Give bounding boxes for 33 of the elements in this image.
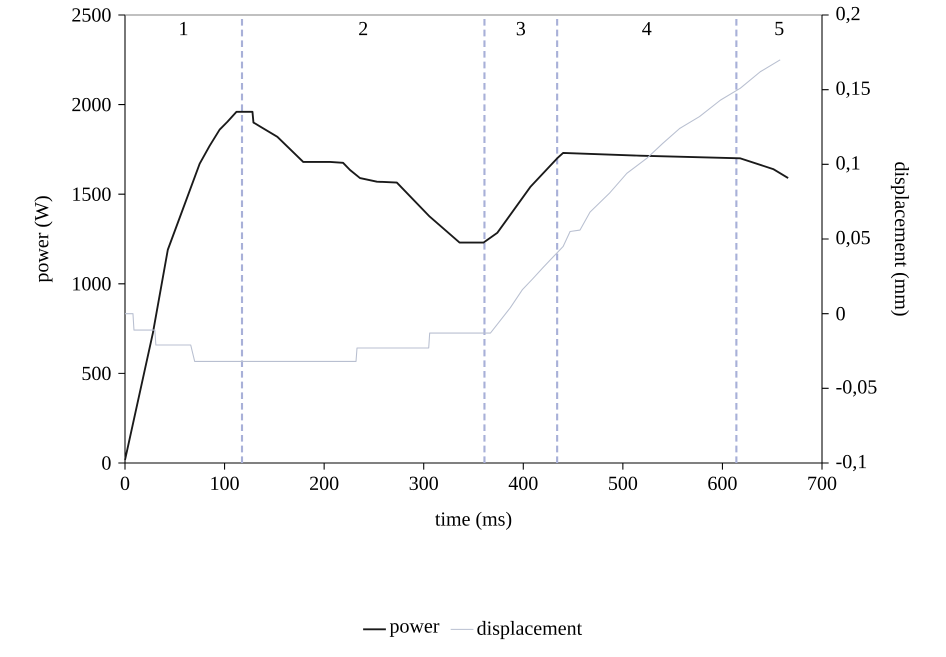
y2-tick-label: 0,05 bbox=[836, 230, 870, 248]
x-tick-label: 500 bbox=[609, 476, 638, 490]
x-tick-label: 400 bbox=[508, 476, 538, 490]
y2-tick-label: 0,1 bbox=[836, 156, 860, 173]
y-tick-label: 1000 bbox=[73, 277, 111, 291]
y2-tick-label: 0 bbox=[836, 306, 845, 320]
x-tick-label: 0 bbox=[120, 476, 130, 490]
x-tick-label: 600 bbox=[708, 476, 737, 490]
y-tick-label: 0 bbox=[102, 456, 111, 470]
annotation: 2 bbox=[359, 22, 368, 36]
legend-label: power bbox=[390, 623, 440, 637]
y-tick-label: 1500 bbox=[73, 187, 111, 201]
y2-tick-label: -0,1 bbox=[836, 454, 866, 472]
x-tick-label: 200 bbox=[310, 476, 338, 490]
x-tick-label: 700 bbox=[808, 476, 836, 490]
y-tick-label: 2000 bbox=[72, 98, 111, 112]
annotation: 1 bbox=[180, 22, 188, 36]
y-tick-label: 2500 bbox=[72, 8, 111, 22]
x-axis-title: time (ms) bbox=[435, 512, 512, 530]
y-axis-title: power (W) bbox=[34, 196, 52, 282]
y2-tick-label: -0,05 bbox=[836, 380, 876, 397]
line-series bbox=[124, 110, 790, 461]
annotation: 3 bbox=[516, 22, 526, 36]
line-series bbox=[124, 59, 781, 362]
x-tick-label: 300 bbox=[410, 476, 438, 490]
y2-tick-label: 0,15 bbox=[836, 81, 870, 98]
y2-axis-title: displacement (mm) bbox=[890, 162, 909, 316]
annotation: 4 bbox=[642, 22, 652, 36]
x-tick-label: 100 bbox=[211, 476, 239, 490]
y-tick-label: 500 bbox=[82, 366, 111, 380]
annotation: 5 bbox=[775, 22, 784, 36]
y2-tick-label: 0,2 bbox=[836, 6, 860, 24]
legend-label: displacement bbox=[477, 620, 582, 640]
